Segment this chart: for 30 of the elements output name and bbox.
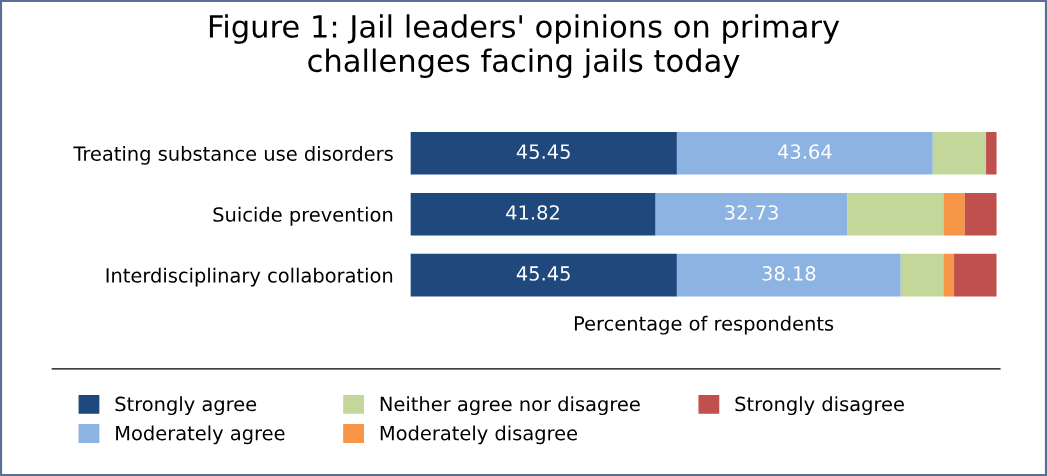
- bar: [943, 192, 965, 236]
- legend-label: Moderately disagree: [380, 425, 578, 445]
- data-label: 45.45: [516, 144, 570, 159]
- bar: [410, 192, 656, 236]
- bar: [932, 131, 987, 175]
- bar: [655, 192, 848, 236]
- legend-label: Strongly disagree: [735, 396, 904, 416]
- bar: [964, 192, 997, 236]
- y-tick-label: Interdisciplinary collaboration: [106, 267, 393, 287]
- data-label: 43.64: [777, 144, 832, 159]
- data-label: 38.18: [762, 266, 816, 281]
- bar: [900, 253, 944, 297]
- data-label: 41.82: [506, 205, 559, 220]
- x-axis-title: Percentage of respondents: [574, 315, 834, 335]
- bar: [986, 131, 997, 175]
- bar: [943, 253, 955, 297]
- bar: [676, 131, 933, 175]
- data-label: 32.73: [725, 205, 778, 220]
- bar: [410, 131, 677, 175]
- bar: [847, 192, 944, 236]
- data-label: 45.45: [516, 266, 570, 281]
- y-tick-label: Suicide prevention: [213, 206, 393, 226]
- legend-label: Strongly agree: [115, 396, 257, 416]
- bar: [954, 253, 997, 297]
- legend-label: Moderately agree: [116, 425, 285, 445]
- legend-label: Neither agree nor disagree: [380, 396, 640, 416]
- bar: [676, 253, 901, 297]
- y-tick-label: Treating substance use disorders: [73, 145, 393, 165]
- chart-title: Figure 1: Jail leaders' opinions on primary challenges facing jails today: [209, 14, 840, 79]
- bar: [410, 253, 677, 297]
